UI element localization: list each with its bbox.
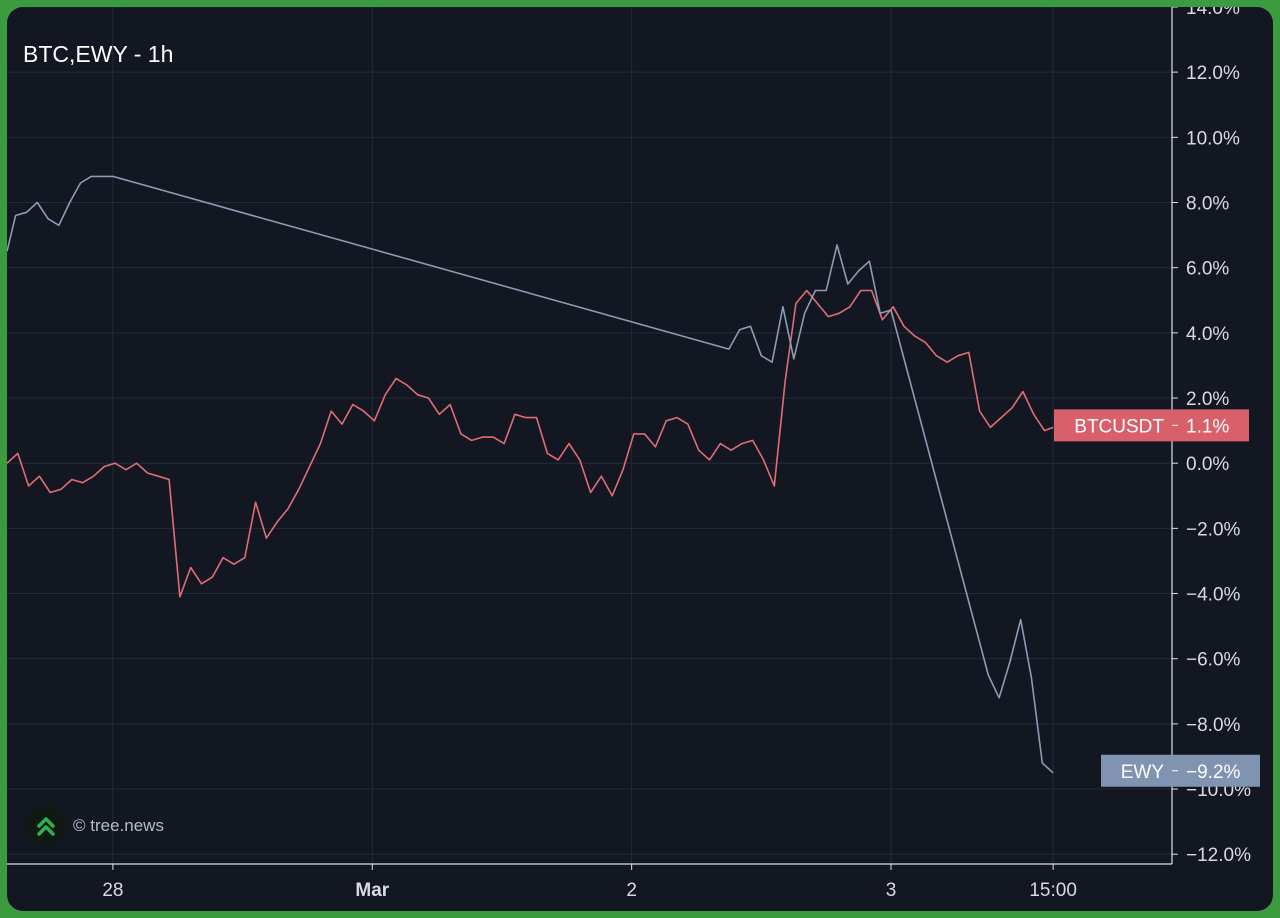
y-tick-label: −6.0% xyxy=(1186,650,1241,671)
chart-title: BTC,EWY - 1h xyxy=(23,41,174,67)
y-tick-label: −2.0% xyxy=(1186,519,1241,540)
watermark-text: © tree.news xyxy=(73,816,164,835)
badge-value: 1.1% xyxy=(1186,416,1229,437)
y-tick-label: −4.0% xyxy=(1186,585,1241,606)
tree-news-logo-icon xyxy=(25,805,67,847)
y-tick-label: 0.0% xyxy=(1186,454,1229,475)
axes xyxy=(7,7,1178,870)
chart-svg: 14.0% 12.0% 10.0% 8.0% 6.0% 4.0% 2.0% 0.0% −2.0%… xyxy=(7,7,1260,901)
price-badges: BTCUSDT 1.1% EWY −9.2% xyxy=(1054,409,1260,787)
y-tick-label: 14.0% xyxy=(1186,7,1240,19)
x-tick-label: 15:00 xyxy=(1029,880,1077,901)
x-tick-label: Mar xyxy=(355,880,389,901)
series-line-btcusdt xyxy=(7,289,1054,598)
badge-value: −9.2% xyxy=(1186,762,1241,783)
watermark: © tree.news xyxy=(25,805,164,847)
y-tick-label: −12.0% xyxy=(1186,845,1251,866)
chart-frame: 14.0% 12.0% 10.0% 8.0% 6.0% 4.0% 2.0% 0.0% −2.0%… xyxy=(7,7,1273,911)
tick-labels: 14.0% 12.0% 10.0% 8.0% 6.0% 4.0% 2.0% 0.0% −2.0%… xyxy=(102,7,1251,901)
x-tick-label: 2 xyxy=(626,880,637,901)
y-tick-label: 6.0% xyxy=(1186,259,1229,280)
series-line-ewy xyxy=(7,175,1054,774)
badge-ewy xyxy=(1101,754,1260,787)
y-tick-label: 4.0% xyxy=(1186,324,1229,345)
y-tick-label: 10.0% xyxy=(1186,128,1240,149)
badge-btcusdt xyxy=(1054,409,1249,442)
badge-series-name: BTCUSDT xyxy=(1074,416,1164,437)
badge-series-name: EWY xyxy=(1121,762,1165,783)
x-tick-label: 3 xyxy=(886,880,897,901)
grid-lines xyxy=(7,7,1172,864)
x-tick-label: 28 xyxy=(102,880,123,901)
y-tick-label: 8.0% xyxy=(1186,194,1229,215)
y-tick-label: 12.0% xyxy=(1186,63,1240,84)
series-lines xyxy=(7,175,1054,774)
y-tick-label: 2.0% xyxy=(1186,389,1229,410)
y-tick-label: −8.0% xyxy=(1186,715,1241,736)
